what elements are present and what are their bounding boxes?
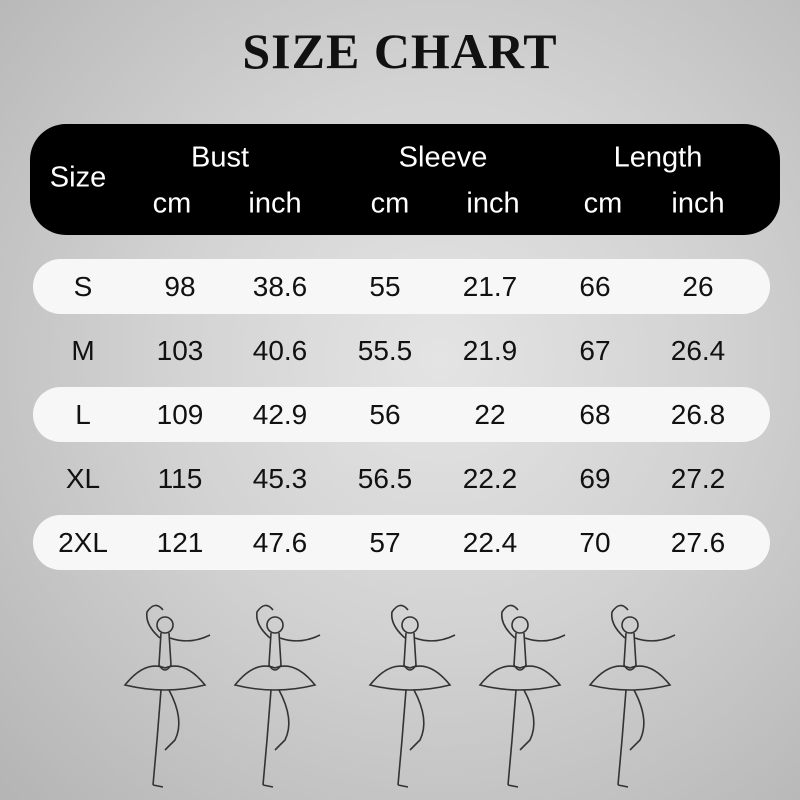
value-cell: 26.4 bbox=[670, 335, 726, 366]
header-unit: cm bbox=[152, 187, 192, 220]
value-cell: 22.4 bbox=[462, 527, 518, 558]
value-cell: 56.5 bbox=[357, 463, 413, 494]
value-cell: 121 bbox=[156, 527, 204, 558]
value-cell: 67 bbox=[579, 335, 611, 366]
value-cell: 115 bbox=[157, 463, 203, 494]
ballerina-icon bbox=[478, 604, 566, 788]
header-group: Sleeve bbox=[398, 141, 488, 174]
table-row-background bbox=[33, 259, 770, 314]
value-cell: 109 bbox=[156, 399, 204, 430]
header-group: Length bbox=[613, 141, 703, 174]
value-cell: 56 bbox=[369, 399, 401, 430]
value-cell: 40.6 bbox=[252, 335, 308, 366]
header-unit: inch bbox=[248, 187, 302, 220]
ballerina-icon bbox=[233, 604, 321, 788]
value-cell: 66 bbox=[579, 271, 611, 302]
header-unit: inch bbox=[671, 187, 725, 220]
ballerina-icon bbox=[368, 604, 456, 788]
header-unit: cm bbox=[370, 187, 410, 220]
value-cell: 98 bbox=[164, 271, 196, 302]
ballerina-illustrations bbox=[123, 604, 676, 788]
value-cell: 21.9 bbox=[462, 335, 518, 366]
header-size: Size bbox=[49, 161, 107, 194]
header-group: Bust bbox=[190, 141, 250, 174]
table-header bbox=[30, 124, 780, 235]
size-cell: XL bbox=[65, 463, 101, 494]
value-cell: 26 bbox=[682, 271, 714, 302]
header-unit: cm bbox=[583, 187, 623, 220]
value-cell: 68 bbox=[579, 399, 611, 430]
page-title: SIZE CHART bbox=[242, 23, 558, 79]
value-cell: 47.6 bbox=[252, 527, 308, 558]
value-cell: 22.2 bbox=[462, 463, 518, 494]
size-cell: 2XL bbox=[58, 527, 108, 558]
value-cell: 27.6 bbox=[670, 527, 726, 558]
size-cell: S bbox=[73, 271, 93, 302]
value-cell: 70 bbox=[579, 527, 611, 558]
table-row-background bbox=[33, 387, 770, 442]
value-cell: 55.5 bbox=[357, 335, 413, 366]
value-cell: 45.3 bbox=[252, 463, 308, 494]
value-cell: 55 bbox=[369, 271, 401, 302]
size-cell: M bbox=[71, 335, 95, 366]
value-cell: 27.2 bbox=[670, 463, 726, 494]
value-cell: 103 bbox=[156, 335, 204, 366]
value-cell: 21.7 bbox=[462, 271, 518, 302]
size-cell: L bbox=[75, 399, 91, 430]
value-cell: 69 bbox=[579, 463, 611, 494]
header-unit: inch bbox=[466, 187, 520, 220]
value-cell: 42.9 bbox=[252, 399, 308, 430]
ballerina-icon bbox=[123, 604, 211, 788]
value-cell: 38.6 bbox=[252, 271, 308, 302]
ballerina-icon bbox=[588, 604, 676, 788]
value-cell: 22 bbox=[474, 399, 506, 430]
value-cell: 57 bbox=[369, 527, 401, 558]
value-cell: 26.8 bbox=[670, 399, 726, 430]
table-row-background bbox=[33, 515, 770, 570]
